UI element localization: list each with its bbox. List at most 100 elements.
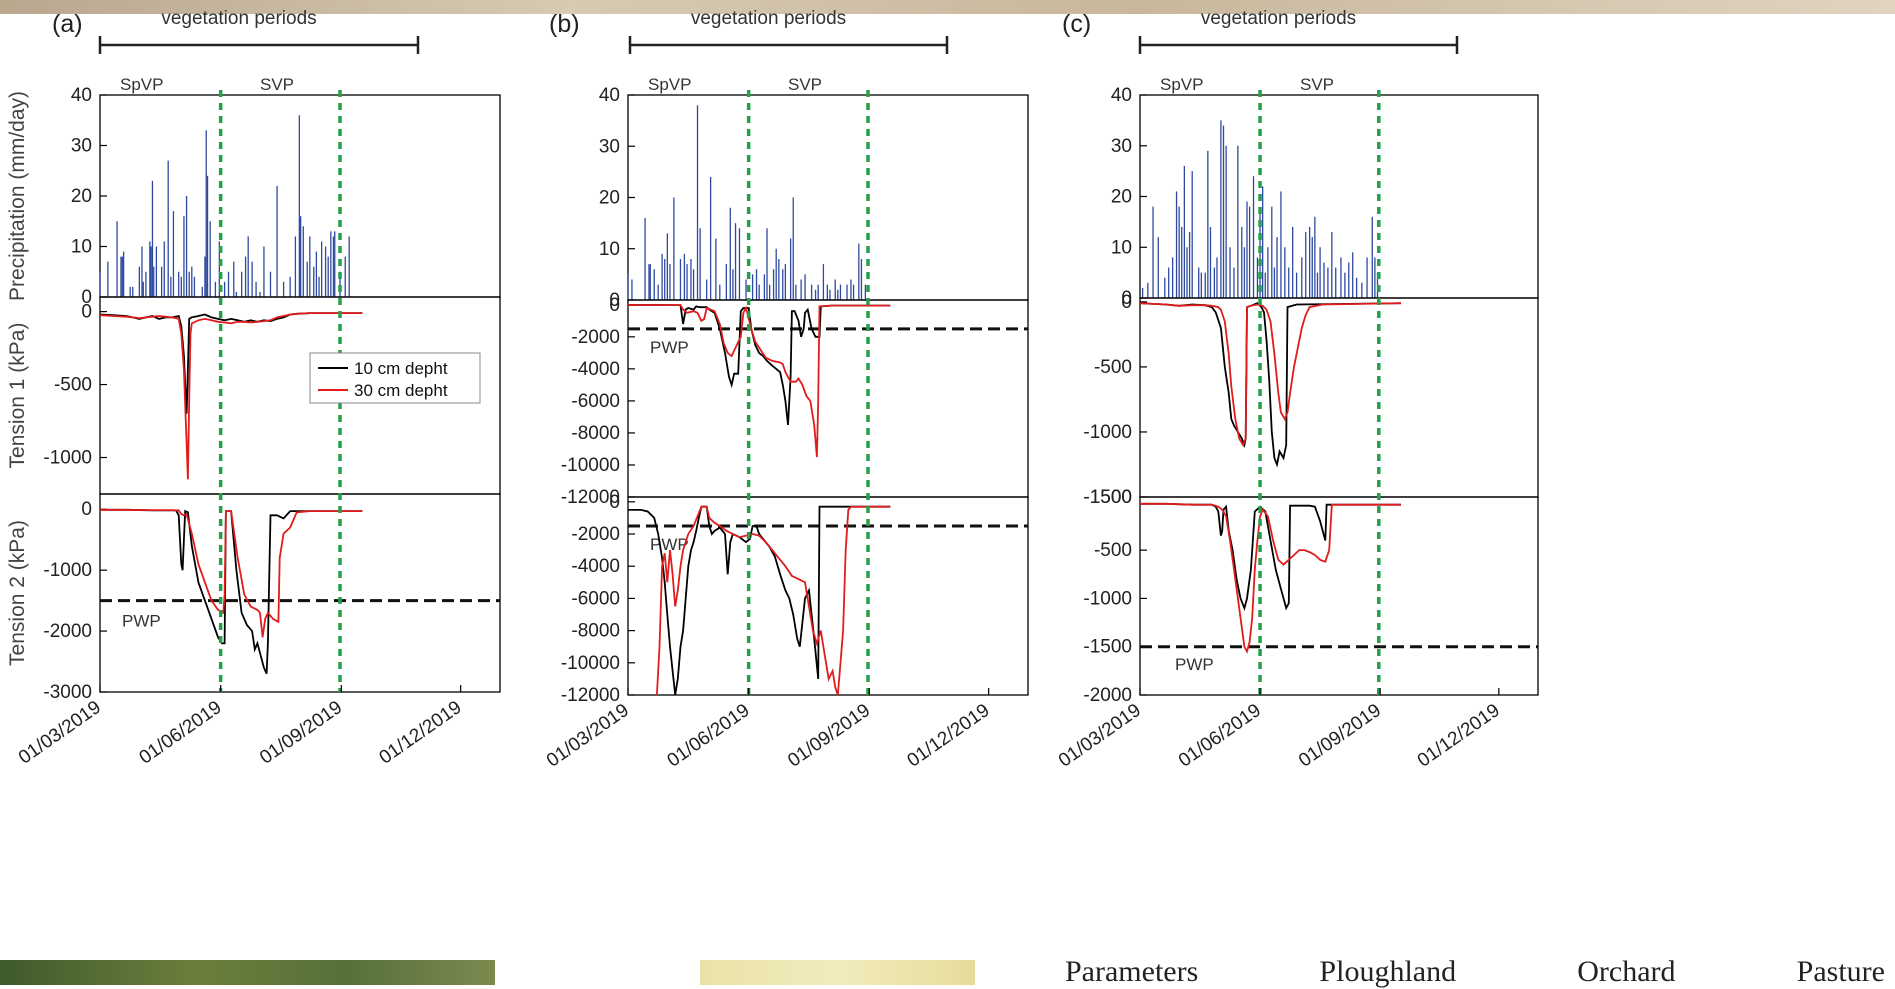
y-tick-label: -1000 xyxy=(1083,588,1132,609)
y-tick-label: -2000 xyxy=(1083,685,1132,706)
panel-c: (c) vegetation periods SpVP SVP 0 10 20 30 40 0 -5… xyxy=(1055,8,1539,772)
precip-frame xyxy=(99,94,501,298)
y-tick-label: -2000 xyxy=(43,621,92,642)
y-tick-label: -1500 xyxy=(1083,487,1132,508)
precip-frame xyxy=(1139,94,1539,299)
y-tick-label: 20 xyxy=(1111,187,1132,208)
y-tick-label: 20 xyxy=(599,188,620,209)
tension1-frame xyxy=(1139,297,1539,498)
orchard-photo-thumbnail xyxy=(700,960,975,985)
tension2-subplot: -500 -1000 -1500 -2000 -1500 PWP xyxy=(1083,487,1539,706)
series-line-30cm xyxy=(100,508,363,638)
x-tick-label: 01/12/2019 xyxy=(1414,700,1504,772)
tension2-subplot: 0 -1000 -2000 -3000 Tension 2 (kPa) PWP xyxy=(6,493,501,703)
panel-a: (a) vegetation periods SpVP SVP 0 10 20 30 40 Pre… xyxy=(6,8,501,769)
table-header-parameters: Parameters xyxy=(1065,955,1199,988)
precip-subplot: 0 10 20 30 40 xyxy=(599,85,1029,311)
x-tick-label: 01/12/2019 xyxy=(904,700,994,772)
legend-box xyxy=(309,352,481,404)
series-line-10cm xyxy=(1140,502,1401,611)
y-tick-label: 10 xyxy=(71,237,92,258)
period-label-spvp: SpVP xyxy=(120,75,163,94)
field-photo-thumbnail xyxy=(0,960,495,985)
period-label-spvp: SpVP xyxy=(1160,75,1203,94)
precip-subplot: 0 10 20 30 40 xyxy=(1111,85,1539,309)
y-tick-label: 0 xyxy=(81,287,92,308)
y-tick-label: -500 xyxy=(54,375,92,396)
y-tick-label: 0 xyxy=(81,302,92,323)
panel-label: (a) xyxy=(52,10,83,38)
pwp-label: PWP xyxy=(1175,655,1214,674)
x-tick-label: 01/06/2019 xyxy=(136,697,226,769)
x-tick-label: 01/06/2019 xyxy=(1175,700,1265,772)
table-header-ploughland: Ploughland xyxy=(1319,955,1457,988)
y-tick-label: 40 xyxy=(1111,85,1132,106)
x-tick-label: 01/12/2019 xyxy=(376,697,466,769)
y-tick-label: -500 xyxy=(1094,540,1132,561)
y-tick-label: -8000 xyxy=(571,423,620,444)
y-tick-label: -8000 xyxy=(571,621,620,642)
y-tick-label: 10 xyxy=(599,239,620,260)
y-tick-label: -10000 xyxy=(561,653,620,674)
y-tick-label: 0 xyxy=(81,499,92,520)
y-tick-label: 30 xyxy=(599,136,620,157)
x-tick-label: 01/03/2019 xyxy=(1055,700,1145,772)
x-tick-label: 01/09/2019 xyxy=(1295,700,1385,772)
y-axis-label: Precipitation (mm/day) xyxy=(6,91,29,301)
y-tick-label: 0 xyxy=(609,492,620,513)
y-tick-label: 30 xyxy=(1111,136,1132,157)
table-header-fragment: Parameters Ploughland Orchard Pasture xyxy=(1065,955,1895,988)
x-tick-label: 01/03/2019 xyxy=(543,700,633,772)
y-tick-label: -2000 xyxy=(571,327,620,348)
period-label-svp: SVP xyxy=(260,75,294,94)
top-photo-strip xyxy=(0,0,1895,14)
y-tick-label: 0 xyxy=(609,295,620,316)
period-label-svp: SVP xyxy=(788,75,822,94)
y-tick-label: -4000 xyxy=(571,359,620,380)
y-tick-label: -1000 xyxy=(1083,422,1132,443)
tension1-subplot: 0 -500 -1000 Tension 1 (kPa) xyxy=(6,296,501,495)
y-tick-label: 10 xyxy=(1111,237,1132,258)
series-line-30cm xyxy=(1139,302,1402,448)
y-tick-label: -6000 xyxy=(571,391,620,412)
table-header-pasture: Pasture xyxy=(1796,955,1885,988)
table-header-orchard: Orchard xyxy=(1577,955,1676,988)
vegetation-periods-label: vegetation periods xyxy=(161,8,316,29)
precip-subplot: 0 10 20 30 40 Precipitation (mm/day) xyxy=(6,85,501,308)
panel-label: (c) xyxy=(1062,10,1091,38)
vegetation-periods-label: vegetation periods xyxy=(691,8,846,29)
x-tick-label: 01/03/2019 xyxy=(15,697,105,769)
y-tick-label: 30 xyxy=(71,136,92,157)
legend-entry: 10 cm depht xyxy=(354,359,448,378)
y-tick-label: -1500 xyxy=(1083,637,1132,658)
y-tick-label: 40 xyxy=(599,85,620,106)
y-tick-label: 0 xyxy=(1121,288,1132,309)
y-tick-label: 40 xyxy=(71,85,92,106)
x-tick-label: 01/09/2019 xyxy=(784,700,874,772)
legend-entry: 30 cm depht xyxy=(354,381,448,400)
y-axis-label: Tension 2 (kPa) xyxy=(6,520,29,666)
tension2-frame xyxy=(99,493,501,693)
tension1-subplot: 0 -500 -1000 -1500 xyxy=(1083,292,1539,508)
tension1-subplot: 0 -2000 -4000 -6000 -8000 -10000 -12000 PWP xyxy=(561,295,1029,508)
series-line-10cm xyxy=(628,505,891,696)
y-tick-label: -3000 xyxy=(43,682,92,703)
y-tick-label: -1500 xyxy=(1083,487,1132,508)
y-tick-label: -12000 xyxy=(561,685,620,706)
series-line-10cm xyxy=(628,304,891,425)
series-line-30cm xyxy=(99,312,363,480)
series-line-10cm xyxy=(100,508,363,675)
x-tick-label: 01/06/2019 xyxy=(664,700,754,772)
y-tick-label: 0 xyxy=(1121,292,1132,313)
y-tick-label: -500 xyxy=(1094,357,1132,378)
y-tick-label: -4000 xyxy=(571,556,620,577)
y-tick-label: 20 xyxy=(71,186,92,207)
tension2-frame xyxy=(1139,496,1539,696)
precip-frame xyxy=(627,94,1029,301)
series-line-30cm xyxy=(628,304,891,458)
series-line-30cm xyxy=(1140,502,1401,654)
tension2-frame xyxy=(627,496,1029,696)
pwp-label: PWP xyxy=(122,612,161,631)
